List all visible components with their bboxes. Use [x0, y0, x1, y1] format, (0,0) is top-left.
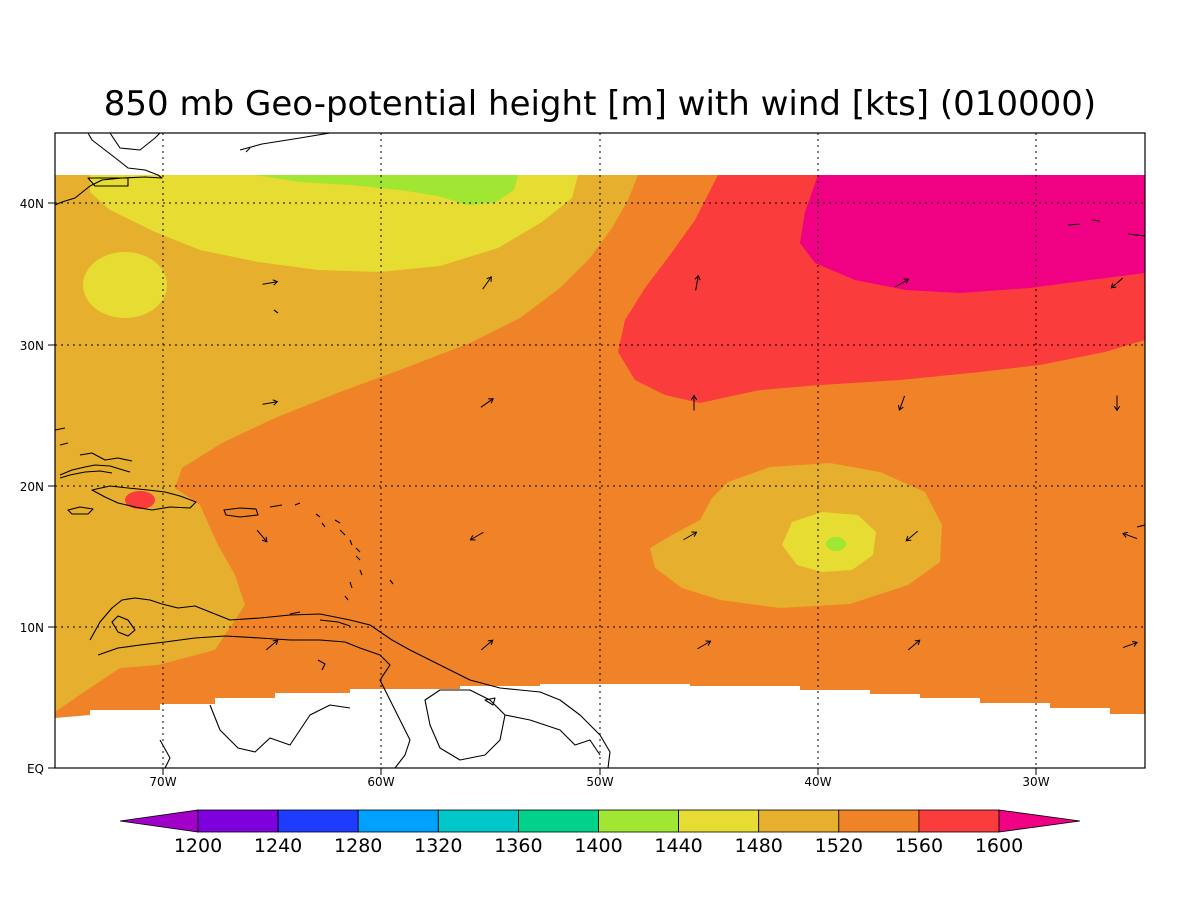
colorbar-label: 1240: [254, 835, 302, 857]
colorbar-label: 1200: [174, 835, 222, 857]
colorbar-label: 1440: [654, 835, 702, 857]
colorbar-label: 1400: [574, 835, 622, 857]
wind-arrow: [905, 530, 919, 542]
colorbar-segment: [518, 809, 599, 833]
lat-label: 40N: [20, 197, 44, 211]
colorbar: 1200 1240 1280 1320 1360 1400 1440 1480 1520 1560…: [119, 809, 1081, 857]
colorbar-label: 1560: [895, 835, 943, 857]
missing-data-north: [55, 133, 1145, 175]
wind-arrow: [683, 531, 698, 541]
axis-ticks: [48, 202, 1037, 775]
lat-label: 30N: [20, 339, 44, 353]
wind-arrow: [690, 394, 698, 411]
lat-labels: EQ 10N 20N 30N 40N: [20, 197, 44, 776]
colorbar-segment: [678, 809, 760, 833]
wind-arrow: [482, 276, 492, 290]
colorbar-segment: [918, 809, 1000, 833]
wind-arrow: [480, 639, 494, 651]
colorbar-label: 1320: [414, 835, 462, 857]
lon-label: 70W: [149, 775, 176, 789]
missing-data-south: [55, 684, 1145, 768]
coastlines: [55, 133, 1145, 768]
wind-arrow: [895, 278, 910, 288]
field-1400-1440-central: [826, 537, 846, 551]
lat-label: EQ: [27, 762, 44, 776]
colorbar-segment: [838, 809, 920, 833]
lat-label: 10N: [20, 621, 44, 635]
wind-arrow: [1122, 531, 1138, 540]
wind-arrow: [469, 531, 484, 541]
chart-title: 850 mb Geo-potential height [m] with win…: [104, 84, 1096, 124]
field-above-1600: [800, 175, 1145, 293]
wind-vectors: [256, 274, 1138, 651]
field-1480-1520-west: [55, 175, 638, 712]
colorbar-segment: [437, 809, 519, 833]
wind-arrow: [1110, 277, 1124, 289]
colorbar-segment: [357, 809, 439, 833]
field-1560-1600-spot: [125, 491, 155, 509]
lon-label: 50W: [586, 775, 613, 789]
wind-arrow: [907, 639, 921, 651]
wind-arrow: [897, 395, 906, 411]
colorbar-label: 1480: [735, 835, 783, 857]
wind-arrow: [480, 398, 494, 408]
lat-label: 20N: [20, 480, 44, 494]
colorbar-segment: [197, 809, 279, 833]
wind-arrow: [262, 399, 279, 406]
plot-area: [55, 133, 1145, 768]
field-1440-1480-blob: [83, 252, 167, 318]
lon-labels: 70W 60W 50W 40W 30W: [149, 775, 1049, 789]
wind-arrow: [694, 274, 701, 291]
wind-arrow: [256, 529, 268, 543]
colorbar-extend-high: [998, 809, 1081, 833]
lon-label: 60W: [367, 775, 394, 789]
colorbar-extend-low: [119, 809, 199, 833]
colorbar-label: 1520: [815, 835, 863, 857]
wind-arrow: [1122, 640, 1138, 649]
colorbar-label: 1600: [975, 835, 1023, 857]
field-1400-1440: [255, 175, 518, 205]
colorbar-segment: [277, 809, 359, 833]
lon-label: 40W: [804, 775, 831, 789]
wind-arrow: [697, 640, 712, 650]
wind-arrow: [262, 279, 279, 286]
wind-arrow: [1113, 395, 1121, 412]
colorbar-label: 1360: [494, 835, 542, 857]
colorbar-segment: [758, 809, 840, 833]
colorbar-segment: [598, 809, 679, 833]
lon-label: 30W: [1022, 775, 1049, 789]
graticule: [55, 133, 1145, 768]
colorbar-label: 1280: [334, 835, 382, 857]
wind-arrow: [265, 639, 279, 651]
